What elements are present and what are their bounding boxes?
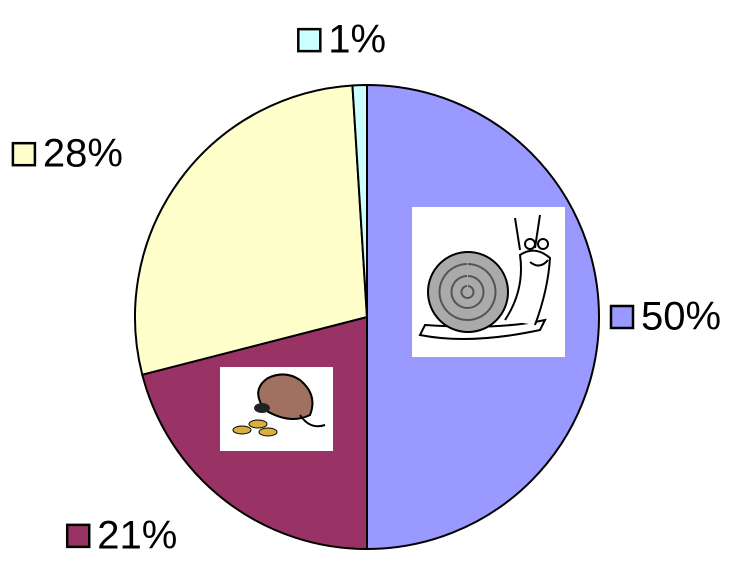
legend-swatch [297,27,322,53]
legend-swatch [65,523,91,549]
data-label: 28% [43,132,123,176]
pie-slice [134,84,369,376]
data-label: 21% [97,513,177,557]
legend-swatch [609,304,635,330]
snail-picture [412,207,565,357]
data-label: 1% [328,18,386,62]
clip-art [220,207,565,451]
money-bag-picture [220,367,333,451]
legend-swatch [11,141,37,167]
data-label: 50% [641,295,721,339]
pie-slice [351,83,368,318]
